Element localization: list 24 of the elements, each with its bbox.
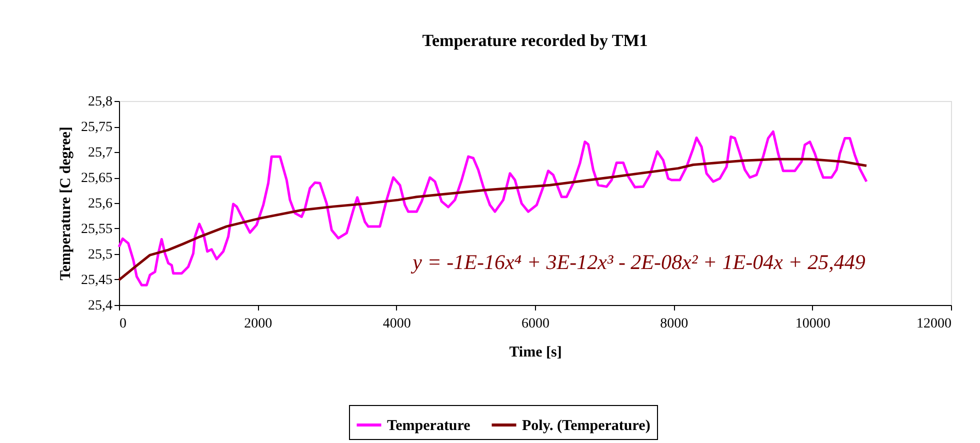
y-tick-label: 25,45 <box>81 273 112 288</box>
x-tick-label: 6000 <box>522 316 550 332</box>
y-tick-label: 25,65 <box>81 171 112 186</box>
chart-title: Temperature recorded by TM1 <box>422 31 648 50</box>
y-tick-label: 25,6 <box>88 196 112 212</box>
legend-label: Temperature <box>387 418 471 434</box>
x-axis-title: Time [s] <box>509 344 562 360</box>
x-tick-label: 2000 <box>244 316 272 332</box>
y-tick-label: 25,7 <box>88 146 112 160</box>
y-tick-label: 25,4 <box>88 298 112 314</box>
y-tick-label: 25,5 <box>88 248 112 262</box>
y-tick-label: 25,75 <box>81 120 112 135</box>
legend-label: Poly. (Temperature) <box>522 418 650 434</box>
y-axis-title: Temperature [C degree] <box>58 126 74 280</box>
annotation: y = -1E-16x⁴ + 3E-12x³ - 2E-08x² + 1E-04x + 25,449 <box>410 250 866 274</box>
x-tick-label: 10000 <box>795 316 830 332</box>
line-series <box>118 158 868 282</box>
x-tick-label: 4000 <box>382 316 411 332</box>
x-tick-label: 8000 <box>660 316 688 332</box>
y-tick-label: 25,55 <box>81 222 112 237</box>
x-tick-label: 0 <box>120 316 126 332</box>
line-series <box>118 130 868 286</box>
y-tick-label: 25,8 <box>88 94 112 110</box>
x-tick-label: 12000 <box>916 316 952 332</box>
